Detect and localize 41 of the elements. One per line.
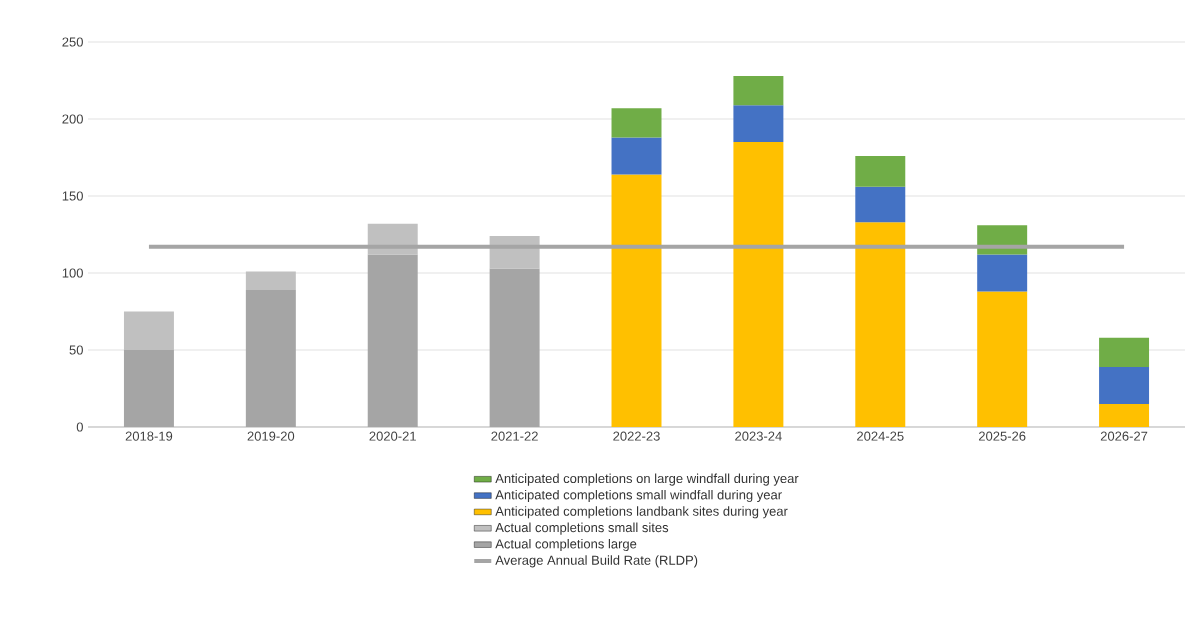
y-tick-label: 0 [76, 422, 83, 432]
bar [367, 254, 418, 427]
x-tick-label: 2018-19 [125, 431, 173, 441]
bar [245, 271, 296, 290]
y-tick-label: 200 [62, 114, 83, 124]
legend-label: Anticipated completions small windfall during year [495, 489, 782, 503]
y-tick-label: 100 [62, 268, 83, 278]
bar [611, 108, 662, 138]
bar [1099, 403, 1150, 427]
bar [611, 174, 662, 427]
x-tick-label: 2025-26 [978, 431, 1026, 441]
bar [733, 75, 784, 106]
bar [1099, 337, 1150, 367]
bar [977, 254, 1028, 292]
bar [977, 291, 1028, 427]
bar [855, 155, 906, 187]
legend-label: Average Annual Build Rate (RLDP) [495, 555, 698, 568]
x-tick-label: 2026-27 [1100, 431, 1148, 441]
x-tick-label: 2023-24 [735, 431, 782, 441]
legend-label: Anticipated completions landbank sites during year [495, 506, 788, 519]
legend-label: Anticipated completions on large windfall during year [495, 473, 799, 486]
x-tick-label: 2022-23 [613, 431, 660, 441]
x-tick-label: 2021-22 [491, 431, 538, 441]
x-tick-label: 2024-25 [857, 431, 904, 441]
bar [245, 289, 296, 427]
x-tick-label: 2019-20 [247, 431, 295, 441]
y-tick-label: 250 [62, 37, 83, 47]
bar [611, 137, 662, 175]
bar [855, 186, 906, 223]
bar [123, 311, 174, 350]
legend-label: Actual completions large [495, 538, 637, 552]
bar [855, 222, 906, 427]
bar [123, 350, 174, 427]
bar [733, 142, 784, 427]
y-tick-label: 50 [69, 345, 83, 355]
bar [1099, 366, 1150, 404]
x-tick-label: 2020-21 [369, 431, 416, 441]
bar [489, 268, 540, 427]
legend-label: Actual completions small sites [495, 522, 669, 535]
bar [733, 105, 784, 143]
y-tick-label: 150 [62, 191, 83, 201]
